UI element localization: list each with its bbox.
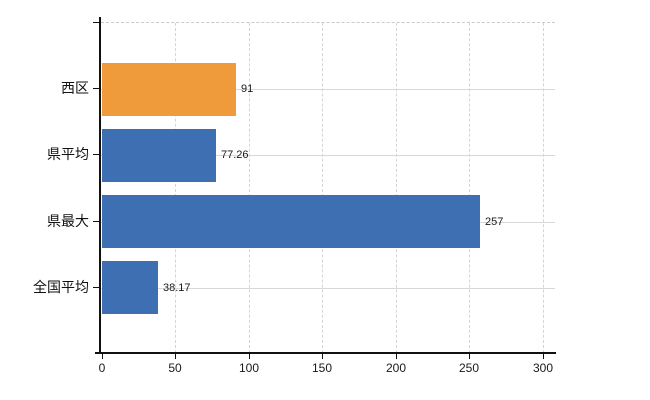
bar (102, 129, 216, 182)
y-axis-line (99, 17, 101, 354)
bar-value-label: 77.26 (221, 149, 249, 161)
category-label: 県最大 (47, 213, 89, 229)
bar (102, 261, 158, 314)
horizontal-gridline (101, 155, 555, 156)
vertical-gridline (175, 23, 177, 353)
category-label: 西区 (61, 80, 89, 96)
bar (102, 195, 480, 248)
x-tick (249, 354, 250, 359)
x-tick (175, 354, 176, 359)
horizontal-gridline (101, 288, 555, 289)
x-tick (469, 354, 470, 359)
x-tick (396, 354, 397, 359)
bar-value-label: 38.17 (163, 282, 191, 294)
y-tick (93, 287, 100, 288)
category-label: 全国平均 (33, 279, 89, 295)
plot-area: 91 77.26 257 38.17 (101, 22, 555, 353)
x-tick-label: 50 (168, 361, 182, 375)
x-tick-label: 100 (238, 361, 260, 375)
y-tick (93, 221, 100, 222)
x-tick-label: 0 (98, 361, 106, 375)
vertical-gridline (543, 23, 544, 353)
bar-value-label: 257 (485, 216, 504, 228)
bar-value-label: 91 (241, 83, 254, 95)
category-label: 県平均 (47, 146, 89, 162)
x-axis-line (95, 352, 556, 354)
horizontal-gridline (101, 89, 555, 90)
x-tick (322, 354, 323, 359)
vertical-gridline (469, 23, 471, 353)
vertical-gridline (322, 23, 324, 353)
bar (102, 63, 236, 116)
y-tick (93, 88, 100, 89)
y-tick (93, 22, 100, 23)
vertical-gridline (395, 23, 397, 353)
x-tick-label: 300 (532, 361, 554, 375)
x-tick-label: 250 (458, 361, 480, 375)
x-tick-label: 200 (385, 361, 407, 375)
x-tick-label: 150 (311, 361, 333, 375)
vertical-gridline (248, 23, 250, 353)
x-tick (102, 354, 103, 359)
y-tick (93, 154, 100, 155)
x-tick (543, 354, 544, 359)
